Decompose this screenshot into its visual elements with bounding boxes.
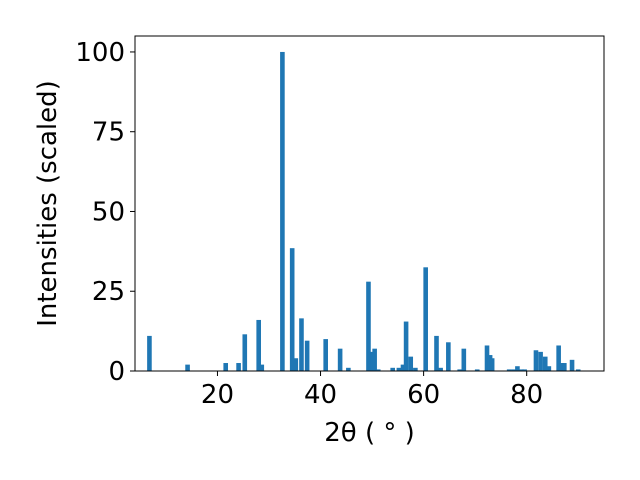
x-axis-label: 2θ ( ° ) [324, 418, 415, 448]
bar-20 [396, 367, 402, 371]
bar-9 [293, 358, 299, 371]
y-tick-label: 0 [108, 357, 125, 387]
bar-21 [400, 364, 406, 371]
y-tick-label: 75 [92, 118, 125, 148]
bar-30 [461, 348, 467, 371]
bar-6 [259, 364, 265, 371]
bar-10 [299, 318, 304, 371]
bar-27 [438, 367, 443, 371]
bar-38 [519, 369, 524, 371]
bar-42 [542, 356, 548, 371]
bar-7 [280, 51, 285, 371]
bar-23 [408, 356, 414, 371]
bar-18 [375, 369, 381, 371]
bar-35 [506, 369, 512, 371]
bar-46 [562, 363, 567, 371]
bar-0 [147, 335, 152, 371]
bar-8 [289, 248, 295, 371]
y-tick-label: 50 [92, 197, 125, 227]
bar-11 [304, 340, 310, 371]
bar-29 [457, 369, 462, 371]
x-tick-label: 60 [407, 380, 440, 410]
bar-47 [569, 359, 575, 371]
bar-24 [413, 367, 418, 371]
y-tick-label: 25 [92, 277, 125, 307]
bar-36 [511, 369, 517, 371]
bar-48 [575, 369, 581, 371]
x-tick-label: 20 [201, 380, 234, 410]
bar-14 [346, 367, 351, 371]
y-axis-ticks: 0 25 50 75 100 [75, 38, 135, 387]
x-tick-label: 80 [510, 380, 543, 410]
bar-5 [256, 319, 261, 371]
y-tick-label: 100 [75, 38, 125, 68]
bars-group [147, 51, 581, 371]
bar-31 [474, 369, 480, 371]
bar-28 [446, 342, 451, 371]
y-axis-label: Intensities (scaled) [33, 80, 63, 327]
bar-45 [559, 363, 565, 371]
bar-13 [337, 348, 343, 371]
bar-19 [390, 367, 395, 371]
bar-40 [533, 350, 539, 371]
bar-17 [372, 348, 377, 371]
x-axis-ticks: 20 40 60 80 [201, 371, 543, 410]
bar-3 [236, 363, 241, 371]
bar-44 [556, 345, 561, 371]
bar-15 [366, 281, 371, 371]
bar-4 [242, 334, 248, 371]
bar-32 [484, 345, 490, 371]
bar-22 [403, 321, 409, 371]
plot-frame [134, 35, 605, 372]
bar-2 [223, 363, 229, 371]
bar-25 [423, 267, 428, 371]
bar-43 [546, 366, 552, 371]
bar-41 [538, 351, 543, 371]
bar-12 [323, 339, 328, 371]
bar-39 [522, 369, 527, 371]
bar-26 [434, 335, 439, 371]
bar-37 [515, 366, 520, 371]
bar-1 [185, 364, 190, 371]
bar-34 [489, 358, 495, 371]
x-tick-label: 40 [304, 380, 337, 410]
